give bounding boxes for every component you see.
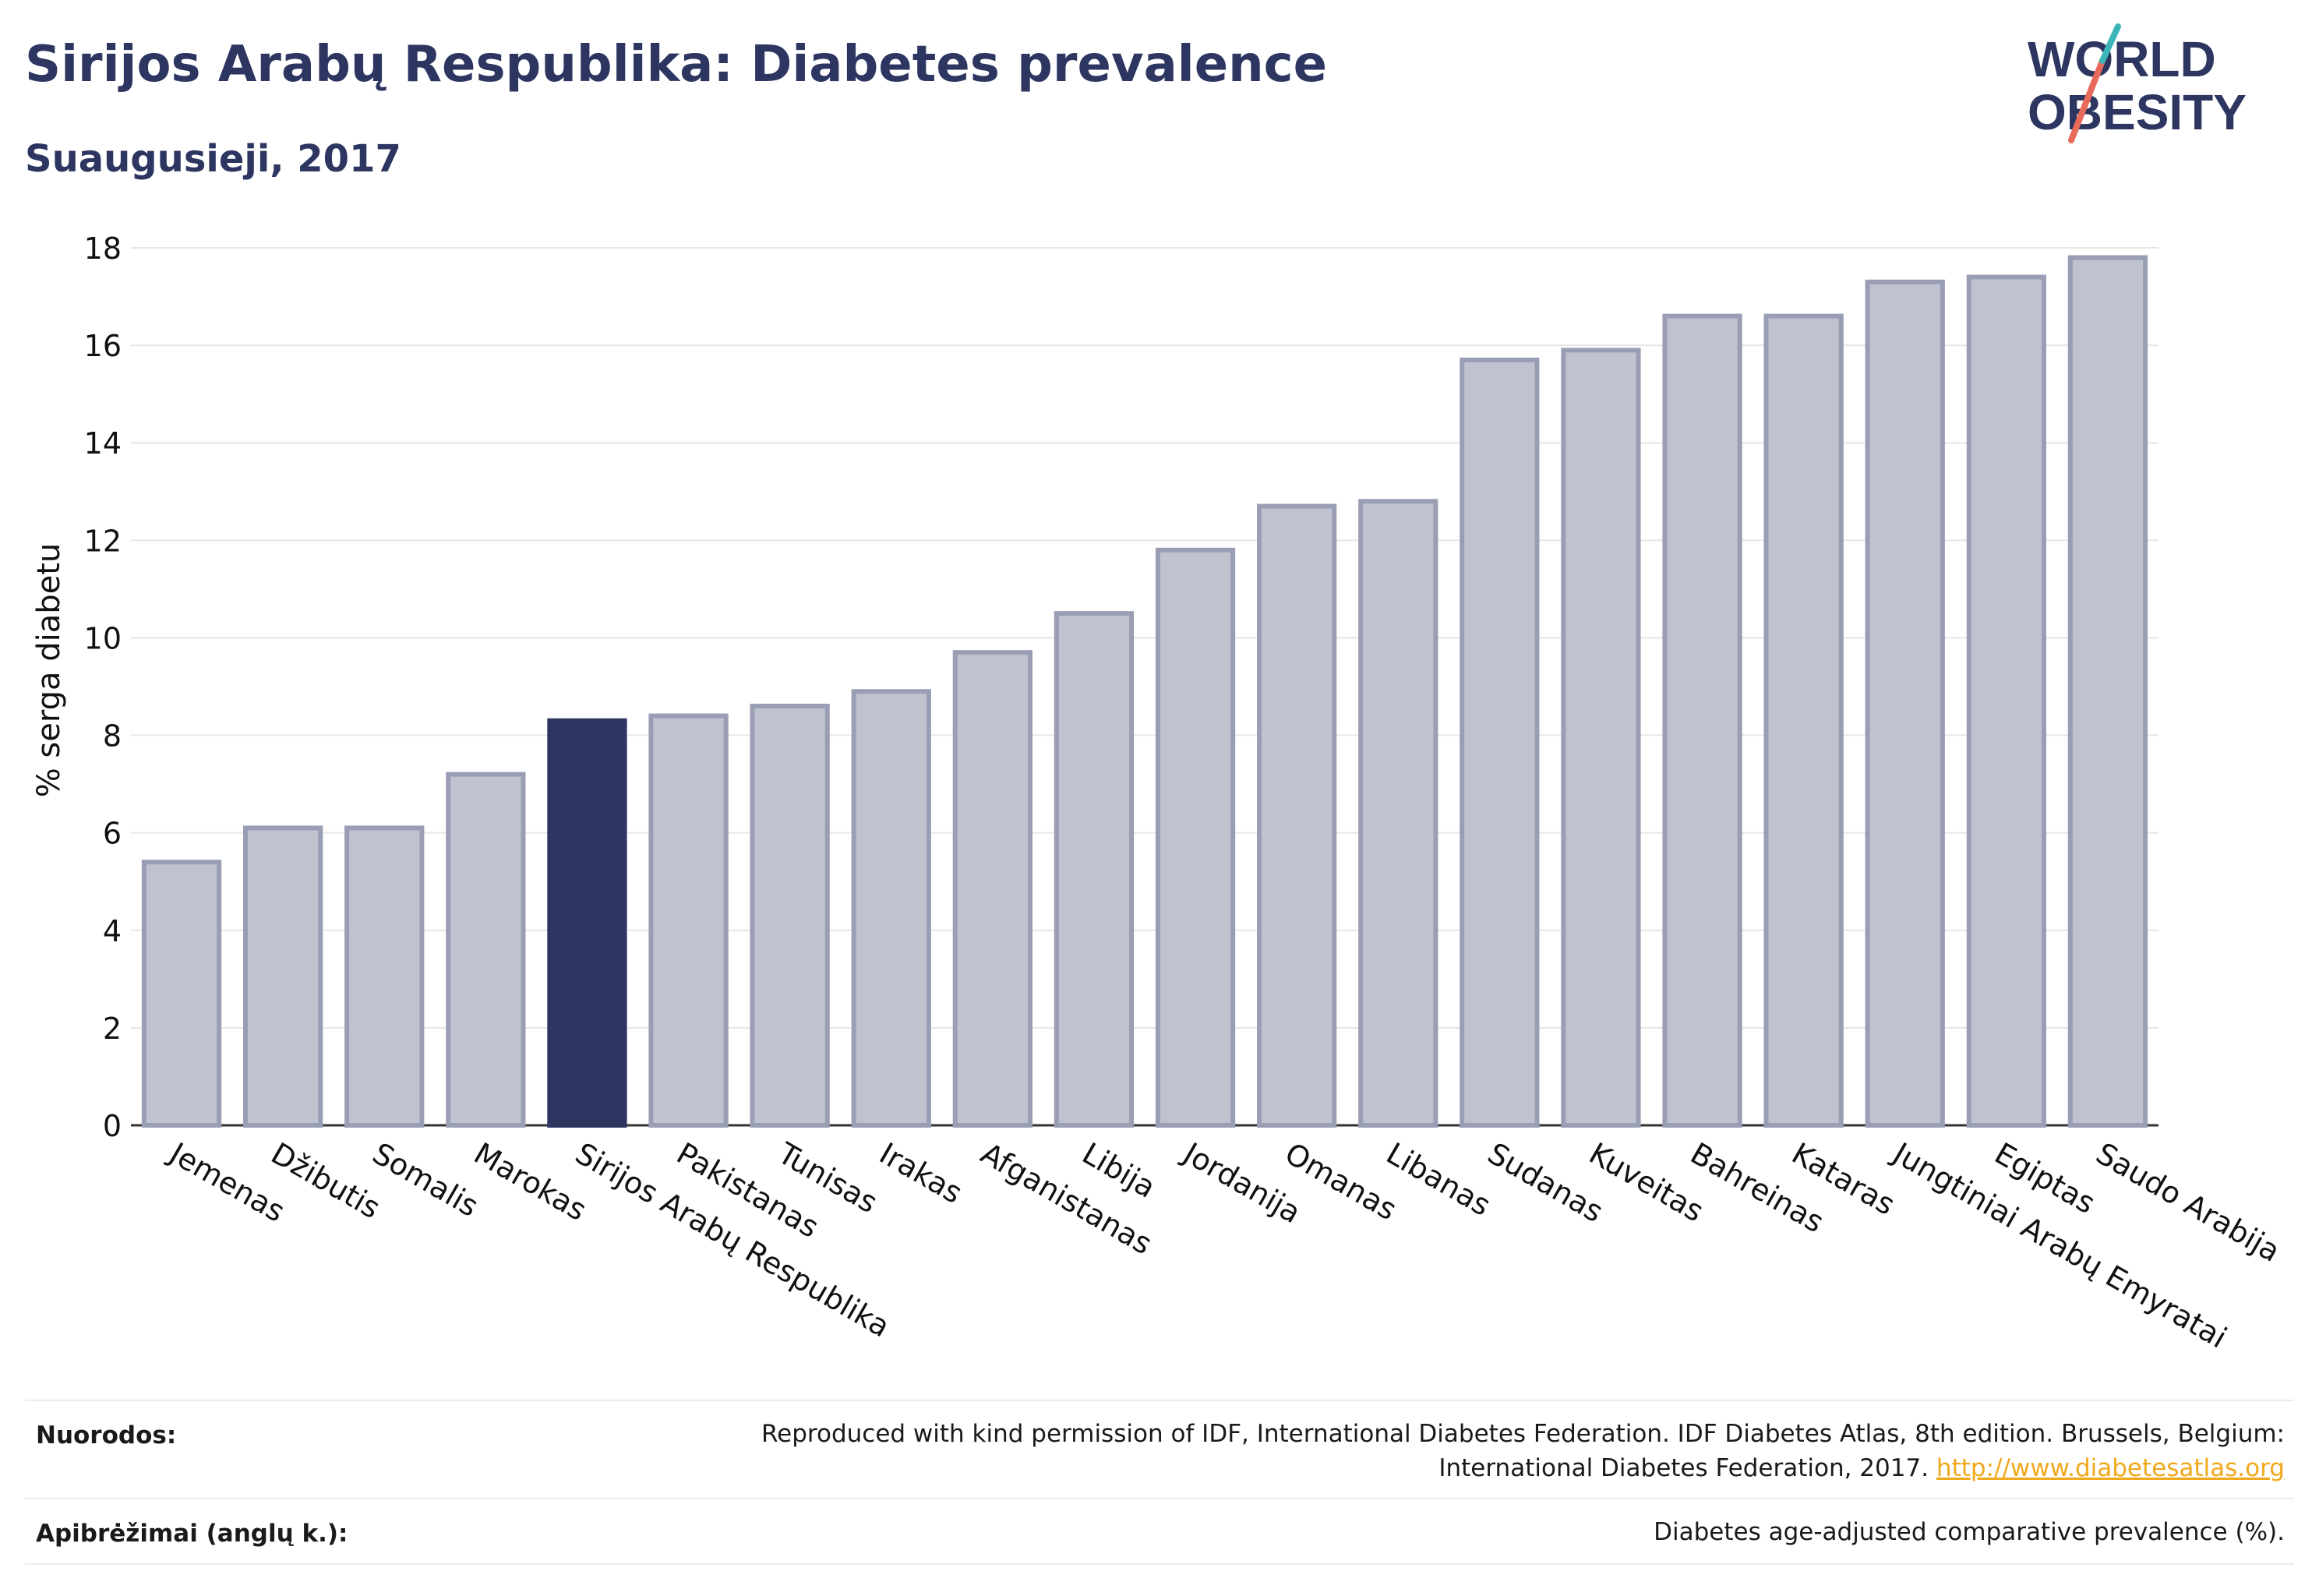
sources-link[interactable]: http://www.diabetesatlas.org [1936,1454,2285,1482]
world-obesity-logo: WORLD OBESITY [2028,23,2247,143]
y-tick-label: 8 [103,719,122,754]
sources-text: Reproduced with kind permission of IDF, … [761,1417,2285,1485]
x-tick-label: Irakas [874,1136,968,1210]
x-tick-label: Somalis [367,1136,485,1223]
sources-label: Nuorodos: [36,1421,177,1449]
bar-4[interactable] [547,718,627,1128]
sources-row: Nuorodos: Reproduced with kind permissio… [25,1417,2285,1495]
bar-15[interactable] [1662,313,1742,1128]
x-tick-label: Marokas [468,1136,592,1227]
bar-chart: % serga diabetu 0 2 4 6 8 10 12 14 16 18 JemenasDž… [31,231,2286,1355]
bar-2[interactable] [344,825,425,1128]
bar-19[interactable] [2067,255,2148,1128]
y-tick-label: 0 [103,1109,122,1143]
y-tick-label: 14 [84,426,122,461]
footer-divider-top [25,1400,2294,1401]
y-axis-label: % serga diabetu [31,543,67,798]
bar-9[interactable] [1054,611,1135,1128]
bar-17[interactable] [1865,279,1945,1128]
bar-0[interactable] [141,860,222,1128]
logo-line-1: WORLD [2028,31,2216,87]
x-tick-label: Afganistanas [975,1136,1157,1262]
bar-8[interactable] [952,650,1032,1128]
bar-12[interactable] [1358,499,1438,1128]
x-tick-label: Džibutis [266,1136,387,1226]
y-tick-label: 6 [103,817,122,851]
chart-subtitle: Suaugusieji, 2017 [25,137,401,181]
logo-line-2: OBESITY [2028,84,2247,140]
footer-divider-middle [25,1498,2294,1499]
x-tick-label: Libanas [1381,1136,1497,1223]
sources-text-line-2: International Diabetes Federation, 2017. [1438,1454,1929,1482]
y-tick-label: 2 [103,1012,122,1046]
x-tick-label: Jemenas [163,1135,291,1229]
bar-18[interactable] [1966,274,2046,1128]
sources-text-line-1: Reproduced with kind permission of IDF, … [761,1420,2285,1448]
bar-11[interactable] [1257,503,1337,1128]
bar-5[interactable] [648,713,729,1128]
x-tick-label: Sudanas [1482,1136,1609,1229]
bar-10[interactable] [1155,547,1236,1128]
definitions-text: Diabetes age-adjusted comparative preval… [1654,1518,2285,1546]
x-tick-label: Jordanija [1177,1135,1307,1231]
y-tick-label: 12 [84,524,122,558]
bar-14[interactable] [1561,348,1641,1128]
bar-13[interactable] [1460,357,1540,1128]
y-tick-label: 4 [103,914,122,948]
definitions-row: Apibrėžimai (anglų k.): Diabetes age-adj… [25,1515,2285,1562]
y-tick-label: 16 [84,329,122,363]
y-tick-label: 18 [84,231,122,266]
chart-title: Sirijos Arabų Respublika: Diabetes preva… [25,36,1327,94]
x-tick-label: Kuveitas [1583,1136,1710,1229]
bar-16[interactable] [1763,313,1844,1128]
bar-7[interactable] [851,689,931,1128]
x-tick-label: Saudo Arabija [2090,1136,2286,1269]
bar-1[interactable] [243,825,323,1128]
bar-3[interactable] [446,772,526,1128]
definitions-label: Apibrėžimai (anglų k.): [36,1520,348,1548]
footer-divider-bottom [25,1563,2294,1565]
y-tick-label: 10 [84,621,122,655]
bar-6[interactable] [750,704,830,1128]
